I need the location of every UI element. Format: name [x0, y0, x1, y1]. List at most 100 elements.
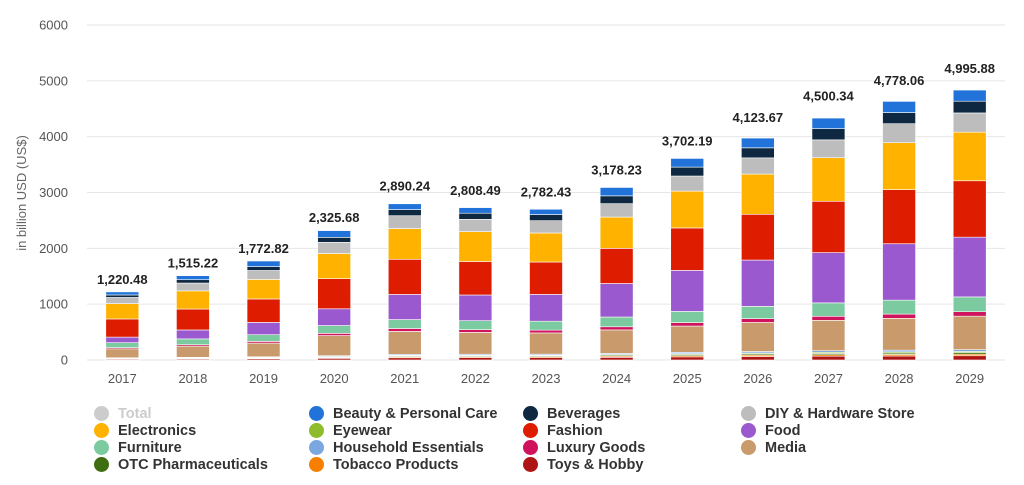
- bar-segment[interactable]: [105, 318, 140, 338]
- bar-segment[interactable]: [599, 329, 634, 354]
- bar-segment[interactable]: [952, 100, 987, 114]
- bar-segment[interactable]: [105, 303, 140, 320]
- bar-segment[interactable]: [176, 282, 210, 292]
- legend-item[interactable]: OTC Pharmaceuticals: [94, 456, 309, 473]
- bar-segment[interactable]: [176, 308, 210, 331]
- bar-stack-2019[interactable]: [246, 260, 281, 361]
- bar-segment[interactable]: [246, 260, 281, 267]
- bar-segment[interactable]: [105, 291, 140, 296]
- bar-segment[interactable]: [599, 187, 634, 197]
- legend-item[interactable]: Beauty & Personal Care: [309, 405, 523, 422]
- bar-segment[interactable]: [458, 320, 493, 330]
- bar-stack-2017[interactable]: [105, 291, 140, 361]
- bar-segment[interactable]: [670, 175, 705, 192]
- bar-segment[interactable]: [317, 278, 351, 310]
- bar-segment[interactable]: [246, 322, 281, 336]
- bar-segment[interactable]: [529, 220, 563, 234]
- legend-item[interactable]: Food: [741, 422, 941, 439]
- legend-item[interactable]: Total: [94, 405, 309, 422]
- bar-segment[interactable]: [387, 203, 422, 210]
- bar-segment[interactable]: [529, 320, 563, 331]
- bar-segment[interactable]: [811, 355, 846, 361]
- bar-segment[interactable]: [741, 157, 775, 175]
- bar-segment[interactable]: [246, 334, 281, 342]
- bar-segment[interactable]: [529, 357, 563, 361]
- bar-segment[interactable]: [317, 230, 351, 238]
- bar-segment[interactable]: [317, 308, 351, 326]
- bar-segment[interactable]: [741, 147, 775, 159]
- bar-segment[interactable]: [741, 322, 775, 352]
- bar-segment[interactable]: [952, 89, 987, 102]
- bar-stack-2023[interactable]: [529, 208, 563, 361]
- bar-segment[interactable]: [599, 283, 634, 318]
- bar-segment[interactable]: [317, 333, 351, 336]
- bar-segment[interactable]: [811, 315, 846, 321]
- bar-segment[interactable]: [882, 123, 916, 143]
- bar-stack-2026[interactable]: [741, 137, 775, 361]
- bar-stack-2024[interactable]: [599, 187, 634, 361]
- bar-segment[interactable]: [599, 203, 634, 218]
- bar-segment[interactable]: [458, 212, 493, 220]
- bar-segment[interactable]: [811, 157, 846, 202]
- bar-segment[interactable]: [882, 243, 916, 301]
- bar-segment[interactable]: [529, 332, 563, 355]
- bar-segment[interactable]: [458, 357, 493, 361]
- bar-segment[interactable]: [317, 325, 351, 334]
- bar-segment[interactable]: [882, 189, 916, 245]
- legend-item[interactable]: Eyewear: [309, 422, 523, 439]
- bar-segment[interactable]: [741, 318, 775, 323]
- bar-segment[interactable]: [882, 112, 916, 125]
- bar-segment[interactable]: [387, 319, 422, 329]
- bar-segment[interactable]: [387, 328, 422, 332]
- bar-segment[interactable]: [387, 228, 422, 260]
- bar-segment[interactable]: [105, 336, 140, 343]
- bar-segment[interactable]: [458, 231, 493, 262]
- bar-segment[interactable]: [670, 322, 705, 327]
- bar-segment[interactable]: [882, 318, 916, 351]
- bar-stack-2018[interactable]: [176, 275, 210, 361]
- bar-segment[interactable]: [387, 331, 422, 355]
- bar-segment[interactable]: [952, 311, 987, 317]
- bar-segment[interactable]: [599, 195, 634, 204]
- bar-segment[interactable]: [458, 329, 493, 333]
- bar-segment[interactable]: [387, 357, 422, 361]
- bar-segment[interactable]: [529, 294, 563, 322]
- bar-segment[interactable]: [811, 128, 846, 141]
- bar-segment[interactable]: [529, 232, 563, 263]
- bar-segment[interactable]: [317, 335, 351, 357]
- bar-segment[interactable]: [105, 294, 140, 298]
- legend-item[interactable]: Tobacco Products: [309, 456, 523, 473]
- bar-segment[interactable]: [458, 294, 493, 321]
- bar-segment[interactable]: [952, 112, 987, 133]
- bar-segment[interactable]: [529, 329, 563, 334]
- bar-segment[interactable]: [387, 294, 422, 320]
- bar-segment[interactable]: [882, 142, 916, 190]
- legend-item[interactable]: Luxury Goods: [523, 439, 741, 456]
- bar-segment[interactable]: [670, 158, 705, 168]
- bar-segment[interactable]: [105, 297, 140, 304]
- bar-segment[interactable]: [811, 302, 846, 317]
- bar-segment[interactable]: [599, 357, 634, 361]
- bar-stack-2021[interactable]: [387, 203, 422, 361]
- bar-segment[interactable]: [387, 258, 422, 295]
- legend-item[interactable]: Beverages: [523, 405, 741, 422]
- bar-segment[interactable]: [176, 338, 210, 346]
- bar-stack-2027[interactable]: [811, 117, 846, 361]
- bar-segment[interactable]: [246, 279, 281, 300]
- bar-segment[interactable]: [952, 180, 987, 238]
- bar-segment[interactable]: [741, 306, 775, 319]
- bar-segment[interactable]: [317, 253, 351, 279]
- bar-segment[interactable]: [458, 207, 493, 214]
- bar-stack-2028[interactable]: [882, 101, 916, 361]
- bar-stack-2020[interactable]: [317, 230, 351, 361]
- bar-segment[interactable]: [670, 227, 705, 271]
- bar-segment[interactable]: [670, 166, 705, 177]
- bar-segment[interactable]: [105, 342, 140, 349]
- bar-segment[interactable]: [176, 345, 210, 358]
- bar-segment[interactable]: [458, 261, 493, 296]
- bar-stack-2029[interactable]: [952, 89, 987, 361]
- bar-segment[interactable]: [529, 261, 563, 295]
- bar-segment[interactable]: [952, 355, 987, 361]
- bar-segment[interactable]: [882, 355, 916, 361]
- bar-segment[interactable]: [246, 266, 281, 271]
